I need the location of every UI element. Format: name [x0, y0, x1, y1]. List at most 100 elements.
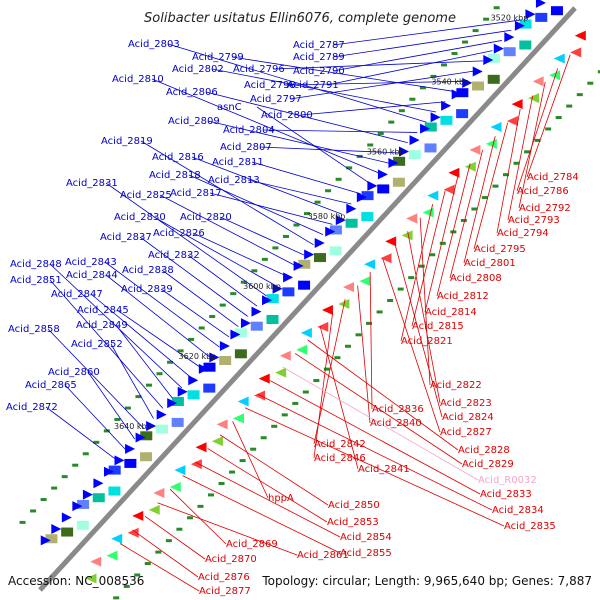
- forward-gene-arrow: [230, 329, 241, 340]
- forward-gene-label: Acid_2825: [120, 190, 172, 201]
- gene-label-layer: 3520 kbp 3540 kbp 3560 kbp 3580 kbp 3600 kbp…: [6, 13, 579, 597]
- reverse-gene-arrow: [232, 413, 244, 424]
- reverse-label-connector: [269, 380, 481, 495]
- tick-dash: [314, 200, 321, 204]
- reverse-label-connector: [232, 421, 269, 499]
- forward-label-connector: [151, 78, 380, 174]
- forward-gene-label: Acid_2796: [233, 64, 285, 75]
- tick-dash: [472, 29, 479, 33]
- tick-dash: [440, 63, 447, 67]
- tick-dash: [113, 596, 120, 600]
- tick-dash: [188, 337, 195, 341]
- reverse-label-connector: [157, 502, 298, 556]
- reverse-gene-arrow: [216, 419, 228, 430]
- forward-label-connector: [326, 50, 493, 86]
- forward-gene-label: Acid_2872: [6, 402, 58, 413]
- tick-dash: [114, 417, 121, 421]
- forward-label-connector: [231, 56, 455, 92]
- forward-gene-label: Acid_2820: [180, 212, 232, 223]
- label-connector-layer: [45, 19, 571, 592]
- forward-gene-block: [424, 122, 437, 132]
- forward-gene-block: [108, 465, 121, 475]
- reverse-gene-label: Acid_2823: [440, 398, 492, 409]
- reverse-gene-label: Acid_2842: [314, 439, 366, 450]
- forward-gene-label: Acid_2809: [168, 116, 220, 127]
- reverse-gene-arrow: [106, 550, 118, 561]
- reverse-gene-label: Acid_2801: [464, 258, 516, 269]
- tick-dash: [282, 234, 289, 238]
- tick-dash: [260, 436, 267, 440]
- forward-gene-arrow: [293, 260, 304, 271]
- forward-label-connector: [256, 106, 371, 184]
- reverse-gene-arrow: [422, 207, 434, 218]
- forward-gene-block: [77, 499, 90, 509]
- reverse-gene-arrow: [321, 305, 333, 316]
- forward-gene-block: [124, 458, 137, 468]
- tick-dash: [408, 276, 415, 280]
- forward-gene-arrow: [430, 112, 441, 123]
- reverse-gene-label: Acid_2821: [401, 336, 453, 347]
- reverse-gene-arrow: [111, 533, 123, 544]
- forward-label-connector: [87, 371, 136, 440]
- forward-gene-block: [266, 314, 279, 324]
- reverse-gene-arrow: [511, 99, 523, 110]
- reverse-gene-label: Acid_2808: [450, 273, 502, 284]
- reverse-label-connector: [313, 312, 334, 459]
- reverse-label-connector: [219, 434, 329, 506]
- genome-summary-text: Topology: circular; Length: 9,965,640 bp…: [262, 574, 592, 588]
- tick-dash: [229, 470, 236, 474]
- tick-dash: [72, 463, 79, 467]
- forward-gene-block: [61, 527, 74, 537]
- reverse-label-connector: [207, 448, 328, 523]
- tick-dash: [377, 132, 384, 136]
- forward-gene-label: asnC: [217, 102, 242, 113]
- forward-gene-label: Acid_2837: [100, 232, 152, 243]
- reverse-gene-arrow: [464, 161, 476, 172]
- tick-dash: [451, 51, 458, 55]
- scale-tick-label: 3640 kbp: [114, 422, 152, 431]
- reverse-label-connector: [526, 54, 571, 178]
- forward-gene-label: Acid_2843: [65, 257, 117, 268]
- forward-gene-label: Acid_2790: [293, 66, 345, 77]
- forward-label-connector: [191, 156, 342, 215]
- tick-dash: [481, 196, 488, 200]
- forward-gene-arrow: [472, 66, 483, 77]
- forward-gene-block: [140, 452, 153, 462]
- reverse-label-connector: [282, 366, 479, 481]
- forward-gene-label: Acid_2787: [293, 40, 345, 51]
- tick-dash: [334, 356, 341, 360]
- forward-gene-block: [503, 47, 516, 57]
- forward-gene-block: [203, 362, 216, 372]
- reverse-gene-label: Acid_R0032: [478, 475, 537, 486]
- forward-gene-block: [76, 520, 89, 530]
- tick-dash: [51, 486, 58, 490]
- reverse-gene-label: Acid_2812: [437, 291, 489, 302]
- reverse-gene-arrow: [401, 230, 413, 241]
- tick-dash: [93, 440, 100, 444]
- tick-dash: [250, 447, 257, 451]
- forward-gene-label: Acid_2798: [244, 80, 296, 91]
- forward-gene-arrow: [251, 306, 262, 317]
- forward-label-connector: [159, 194, 295, 266]
- reverse-label-connector: [357, 285, 371, 424]
- reverse-gene-label: Acid_2861: [297, 550, 349, 561]
- forward-gene-block: [550, 6, 563, 16]
- reverse-gene-label: Acid_2840: [370, 418, 422, 429]
- tick-dash: [281, 413, 288, 417]
- reverse-gene-label: Acid_2824: [442, 412, 494, 423]
- forward-gene-arrow: [314, 238, 325, 249]
- forward-label-connector: [47, 328, 145, 430]
- forward-label-connector: [139, 236, 248, 317]
- forward-gene-block: [140, 431, 153, 441]
- tick-dash: [418, 264, 425, 268]
- forward-gene-block: [519, 40, 532, 50]
- reverse-gene-label: Acid_2870: [205, 554, 257, 565]
- reverse-gene-arrow: [300, 327, 312, 338]
- forward-gene-arrow: [283, 272, 294, 283]
- reverse-label-connector: [518, 81, 546, 209]
- forward-gene-arrow: [240, 318, 251, 329]
- forward-gene-label: Acid_2802: [172, 64, 224, 75]
- reverse-gene-arrow: [174, 465, 186, 476]
- forward-gene-label: Acid_2813: [208, 175, 260, 186]
- tick-dash: [208, 493, 215, 497]
